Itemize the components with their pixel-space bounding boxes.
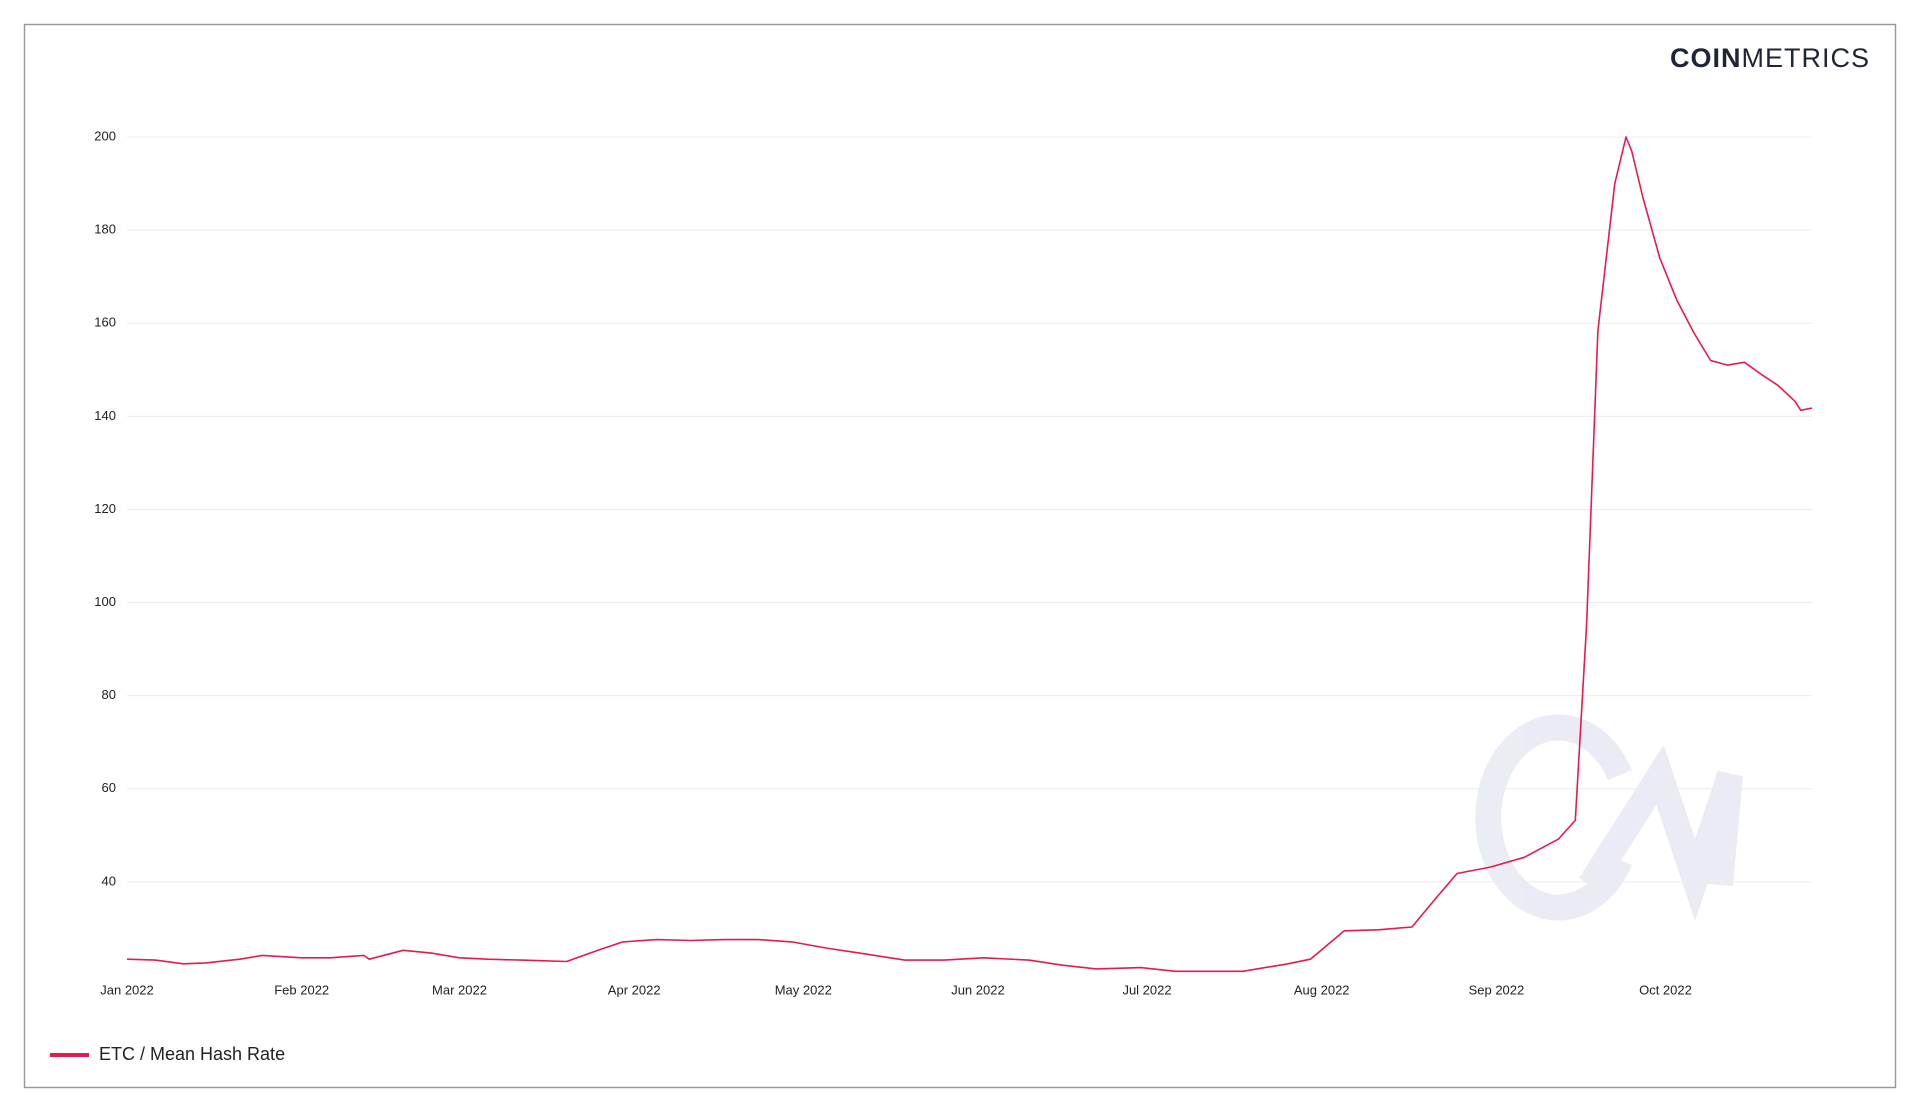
- y-tick-label: 80: [102, 687, 116, 702]
- brand-light: METRICS: [1742, 43, 1871, 73]
- x-tick-label: Aug 2022: [1294, 982, 1350, 997]
- x-tick-label: Jul 2022: [1122, 982, 1171, 997]
- x-tick-label: Jun 2022: [951, 982, 1005, 997]
- brand-logo: COINMETRICS: [1670, 43, 1870, 73]
- x-tick-label: Mar 2022: [432, 982, 487, 997]
- y-tick-label: 180: [94, 222, 116, 237]
- brand-bold: COIN: [1670, 43, 1742, 73]
- y-tick-label: 160: [94, 315, 116, 330]
- y-tick-label: 100: [94, 594, 116, 609]
- x-tick-label: Jan 2022: [100, 982, 154, 997]
- y-tick-label: 140: [94, 408, 116, 423]
- x-tick-label: May 2022: [775, 982, 832, 997]
- y-tick-label: 60: [102, 780, 116, 795]
- data-line: [126, 136, 1813, 973]
- plot-area: 40 60 80 100 120 140 160 180 200 Jan 2022 Feb 2022…: [94, 128, 1813, 997]
- watermark: [1475, 714, 1743, 922]
- x-tick-label: Oct 2022: [1639, 982, 1692, 997]
- legend-label: ETC / Mean Hash Rate: [99, 1044, 285, 1064]
- x-tick-label: Feb 2022: [274, 982, 329, 997]
- x-tick-label: Sep 2022: [1469, 982, 1525, 997]
- y-tick-label: 200: [94, 128, 116, 143]
- y-tick-label: 40: [102, 873, 116, 888]
- x-tick-label: Apr 2022: [608, 982, 661, 997]
- y-tick-label: 120: [94, 501, 116, 516]
- frame: [23, 23, 1897, 1089]
